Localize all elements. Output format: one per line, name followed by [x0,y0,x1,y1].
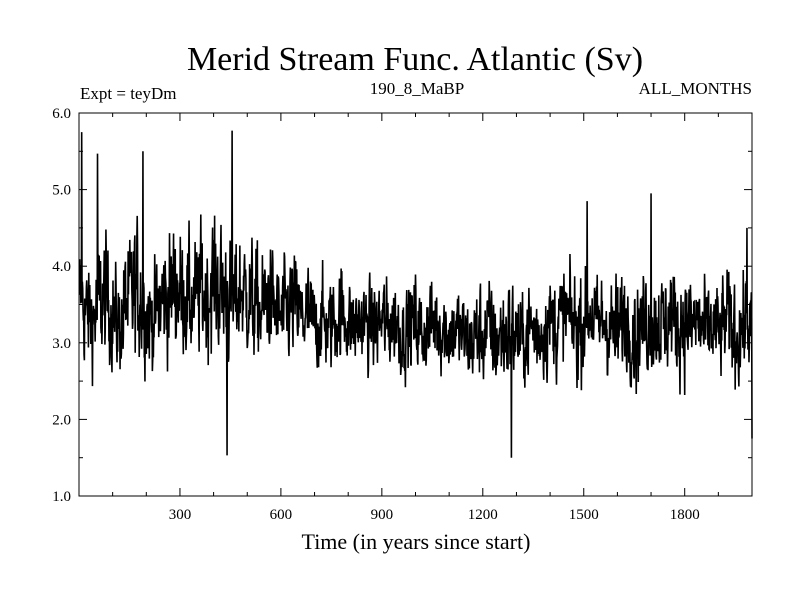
x-tick-label: 600 [270,507,293,523]
y-tick-label: 6.0 [52,106,71,122]
series-layer [78,130,753,458]
y-tick-label: 4.0 [52,259,71,275]
y-tick-label: 5.0 [52,183,71,199]
axes-layer: 1.0 2.0 3.0 4.0 5.0 6.0 300 600 900 1200 1500 1800 [52,106,752,523]
chart-title: Merid Stream Func. Atlantic (Sv) [187,41,643,78]
series-line [78,130,753,458]
x-tick-label: 900 [371,507,394,523]
period-label: 190_8_MaBP [370,79,464,98]
x-tick-label: 1800 [670,507,700,523]
months-label: ALL_MONTHS [639,79,752,98]
x-tick-label: 300 [169,507,192,523]
y-tick-label: 3.0 [52,336,71,352]
plot-frame [78,112,753,497]
y-tick-label: 2.0 [52,412,71,428]
expt-label: Expt = teyDm [80,84,176,103]
x-tick-label: 1200 [468,507,498,523]
x-tick-label: 1500 [569,507,599,523]
x-axis-label: Time (in years since start) [302,529,531,554]
y-tick-label: 1.0 [52,489,71,505]
